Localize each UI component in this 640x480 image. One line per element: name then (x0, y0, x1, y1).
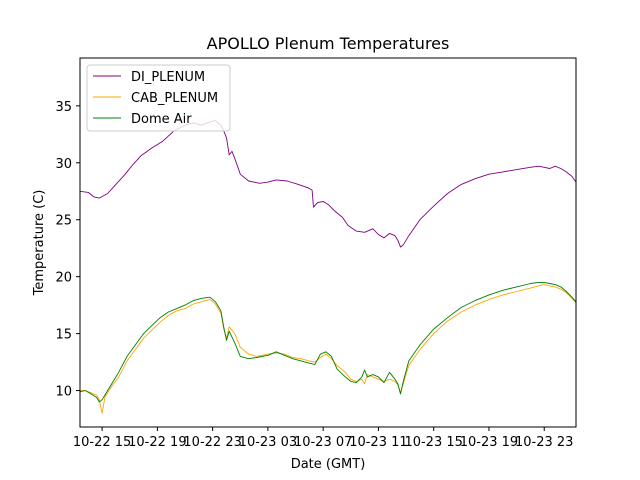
x-tick-label: 10-22 15 (73, 435, 131, 450)
y-tick-label: 25 (55, 214, 72, 229)
legend-label-di-plenum: DI_PLENUM (131, 70, 205, 85)
legend-label-dome-air: Dome Air (131, 112, 192, 127)
x-tick-label: 10-23 07 (294, 435, 352, 450)
legend-box (86, 64, 231, 132)
legend: DI_PLENUM CAB_PLENUM Dome Air (86, 64, 231, 132)
x-tick-label: 10-23 11 (349, 435, 407, 450)
y-tick-label: 35 (55, 100, 72, 115)
y-tick-label: 30 (55, 157, 72, 172)
y-tick-label: 10 (55, 385, 72, 400)
x-axis-label: Date (GMT) (291, 457, 366, 472)
x-tick-label: 10-23 15 (404, 435, 462, 450)
y-axis: 10 15 20 25 30 35 (55, 100, 80, 400)
y-tick-label: 15 (55, 328, 72, 343)
x-tick-label: 10-23 03 (239, 435, 297, 450)
y-axis-label: Temperature (C) (32, 190, 47, 297)
x-tick-label: 10-23 19 (460, 435, 518, 450)
x-tick-label: 10-23 23 (515, 435, 573, 450)
plot-frame (79, 57, 577, 428)
y-tick-label: 20 (55, 271, 72, 286)
chart-title: APOLLO Plenum Temperatures (207, 34, 450, 53)
series-line-dome-air (80, 281, 576, 403)
x-tick-label: 10-22 23 (183, 435, 241, 450)
legend-label-cab-plenum: CAB_PLENUM (131, 91, 218, 106)
x-tick-label: 10-22 19 (128, 435, 186, 450)
